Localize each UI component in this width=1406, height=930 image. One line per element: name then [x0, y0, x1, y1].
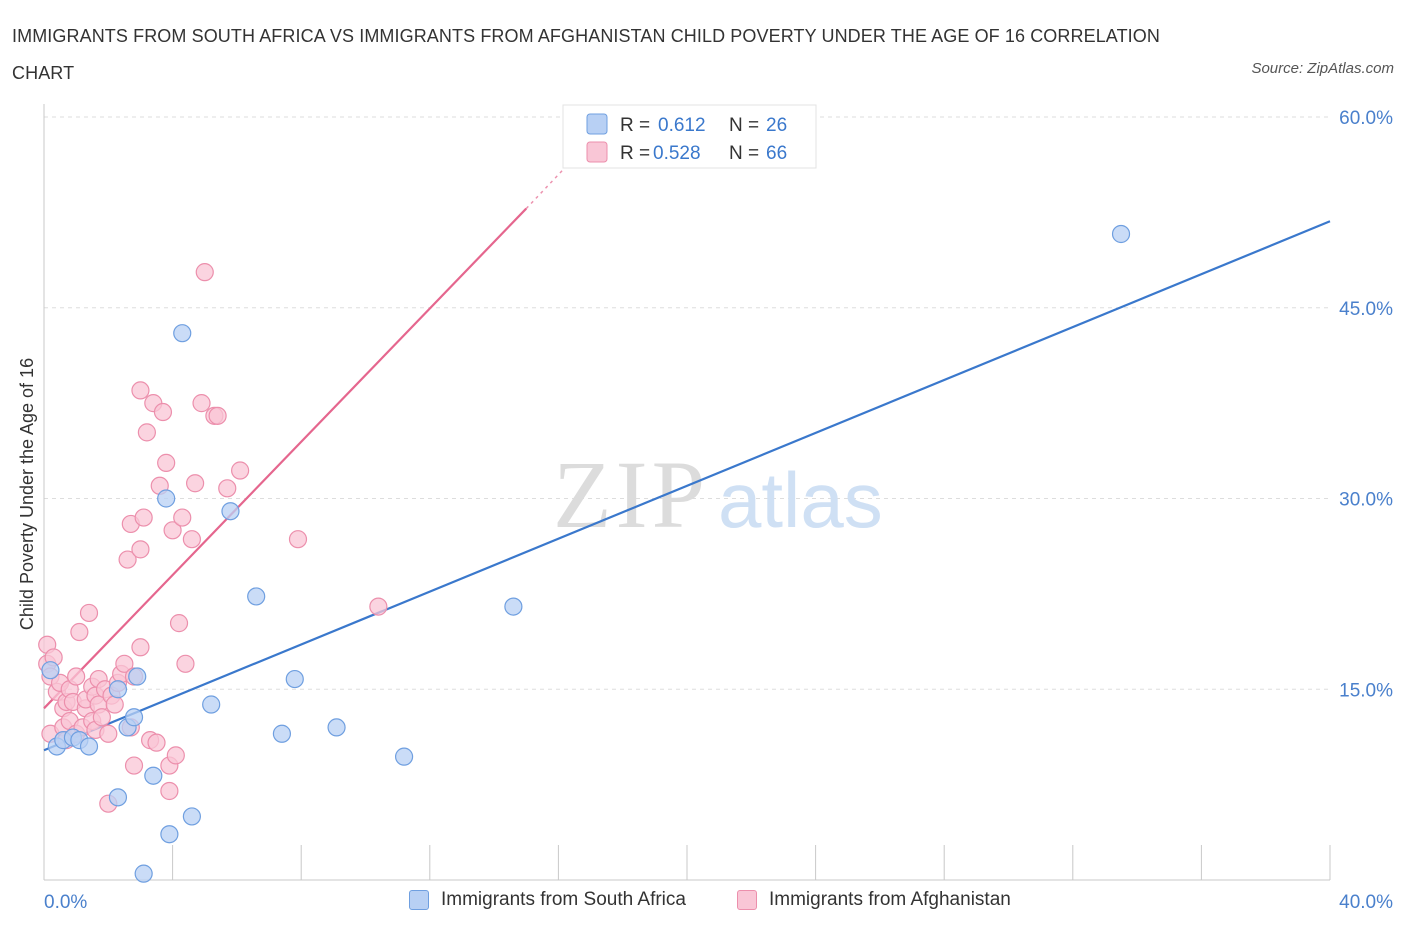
legend-top-n-value-0: 26: [766, 115, 787, 136]
chart-title: IMMIGRANTS FROM SOUTH AFRICA VS IMMIGRAN…: [12, 26, 1160, 83]
data-point-1-56: [169, 614, 189, 633]
data-point-1-15: [67, 667, 86, 686]
data-point-1-60: [186, 474, 205, 493]
data-point-1-39: [124, 756, 144, 775]
legend-top-swatch-afghanistan: [586, 141, 608, 163]
legend-top-r-value-0: 0.612: [658, 115, 706, 136]
data-point-1-16: [70, 622, 89, 642]
trend-line-0: [43, 220, 1331, 752]
data-point-1-67: [288, 530, 308, 549]
data-point-0-14: [160, 825, 179, 844]
legend-top-n-label-1: N =: [729, 143, 759, 164]
data-point-1-61: [192, 394, 211, 413]
data-point-1-53: [160, 781, 179, 801]
legend-item-south-africa: Immigrants from South Africa: [409, 889, 686, 911]
data-point-0-25: [1111, 224, 1131, 244]
data-point-1-43: [131, 540, 150, 559]
data-point-1-30: [99, 724, 118, 743]
legend-top-r-label-1: R =: [620, 143, 650, 164]
data-point-0-13: [157, 489, 176, 508]
data-point-0-16: [182, 807, 201, 826]
legend-top-n-label-0: N =: [729, 115, 759, 136]
data-point-1-27: [92, 708, 111, 727]
data-point-0-10: [128, 667, 147, 686]
data-point-0-12: [144, 766, 163, 785]
watermark-atlas: atlas: [718, 456, 883, 544]
y-tick-label-3: 60.0%: [1339, 108, 1393, 129]
data-point-0-5: [79, 737, 99, 756]
legend-swatch-afghanistan: [737, 890, 757, 910]
data-point-1-35: [115, 654, 134, 673]
legend-top-n-value-1: 66: [766, 143, 787, 164]
data-point-1-57: [173, 508, 192, 527]
data-point-0-6: [108, 788, 128, 807]
data-point-1-65: [218, 479, 237, 498]
data-point-0-18: [221, 502, 240, 521]
data-point-0-17: [202, 695, 221, 714]
data-point-0-22: [327, 718, 346, 737]
tick-labels: 15.0% 30.0% 45.0% 60.0% 0.0% 40.0%: [44, 108, 1393, 913]
data-point-1-62: [195, 263, 214, 282]
data-point-1-32: [105, 695, 124, 714]
y-axis-label: Child Poverty Under the Age of 16: [17, 358, 37, 630]
legend-bottom: Immigrants from South Africa Immigrants …: [0, 889, 1406, 915]
data-point-1-66: [231, 461, 250, 480]
data-point-1-20: [79, 603, 99, 623]
legend-swatch-south-africa: [409, 890, 429, 910]
data-point-1-45: [137, 423, 156, 442]
trend-line-1: [43, 207, 528, 710]
data-point-1-41: [131, 381, 150, 400]
data-point-0-15: [173, 324, 192, 343]
data-point-1-64: [208, 406, 227, 425]
data-points: [38, 224, 1131, 883]
data-point-0-9: [124, 708, 144, 727]
x-tick-label-0: 0.0%: [44, 892, 87, 913]
data-point-1-68: [369, 597, 388, 616]
data-point-0-7: [108, 680, 128, 699]
x-tick-label-1: 40.0%: [1339, 892, 1393, 913]
legend-item-afghanistan: Immigrants from Afghanistan: [737, 889, 1011, 911]
grid-lines: [44, 116, 1330, 690]
data-point-1-48: [147, 733, 166, 752]
legend-label-afghanistan: Immigrants from Afghanistan: [769, 889, 1011, 910]
legend-label-south-africa: Immigrants from South Africa: [441, 889, 686, 910]
data-point-1-54: [163, 521, 182, 540]
data-point-1-50: [153, 402, 173, 422]
data-point-0-11: [134, 864, 153, 883]
data-point-0-24: [504, 597, 523, 616]
data-point-1-58: [176, 654, 195, 673]
data-point-1-42: [131, 638, 150, 657]
data-point-0-20: [272, 724, 292, 743]
data-point-1-55: [166, 746, 185, 765]
legend-top-swatch-south-africa: [586, 113, 608, 135]
data-point-0-21: [285, 669, 304, 689]
legend-top-r-label-0: R =: [620, 115, 650, 136]
y-tick-label-2: 45.0%: [1339, 299, 1393, 320]
data-point-1-51: [157, 453, 176, 472]
data-point-0-19: [247, 587, 266, 606]
y-tick-label-1: 30.0%: [1339, 490, 1393, 511]
legend-top-r-value-1: 0.528: [653, 143, 701, 164]
data-point-0-23: [394, 747, 414, 766]
legend-top: R = 0.612 N = 26 R = 0.528 N = 66: [562, 104, 817, 169]
data-point-1-44: [134, 508, 153, 527]
data-point-1-36: [118, 550, 137, 569]
axes: [43, 104, 1331, 881]
data-point-0-0: [41, 661, 60, 680]
y-tick-label-0: 15.0%: [1339, 680, 1393, 701]
data-point-1-59: [182, 530, 201, 549]
source-label: Source: ZipAtlas.com: [1251, 60, 1394, 77]
